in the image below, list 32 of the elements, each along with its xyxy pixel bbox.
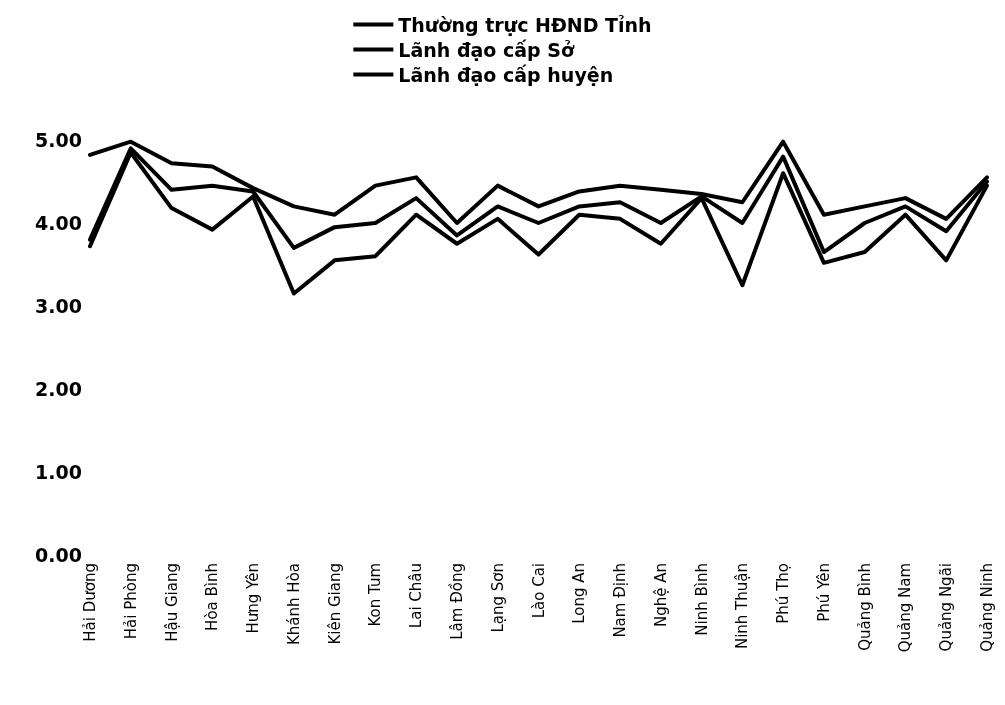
- x-tick-label: Hưng Yên: [244, 563, 263, 634]
- y-tick-label: 1.00: [35, 461, 82, 483]
- x-tick-label: Lạng Sơn: [488, 563, 507, 633]
- y-tick-label: 4.00: [35, 212, 82, 234]
- x-tick-label: Ninh Bình: [692, 563, 711, 636]
- legend-label: Lãnh đạo cấp huyện: [398, 63, 614, 86]
- legend-label: Thường trực HĐND Tỉnh: [398, 13, 652, 36]
- x-tick-label: Kiên Giang: [325, 563, 344, 645]
- x-tick-label: Nghệ An: [651, 563, 670, 628]
- x-tick-label: Quảng Bình: [855, 563, 874, 651]
- x-tick-label: Hậu Giang: [162, 563, 181, 642]
- x-tick-label: Nam Định: [611, 563, 630, 638]
- x-tick-label: Hải Phòng: [121, 563, 140, 640]
- x-tick-label: Quảng Nam: [896, 563, 915, 653]
- x-tick-label: Long An: [570, 563, 589, 624]
- x-tick-label: Kon Tum: [366, 563, 385, 627]
- x-tick-label: Phú Yên: [814, 563, 833, 622]
- x-tick-label: Ninh Thuận: [733, 563, 752, 650]
- x-tick-label: Quảng Ninh: [978, 563, 996, 652]
- y-tick-label: 5.00: [35, 129, 82, 151]
- x-tick-label: Phú Thọ: [774, 563, 793, 624]
- y-tick-label: 2.00: [35, 378, 82, 400]
- x-tick-label: Lai Châu: [407, 563, 426, 629]
- y-tick-label: 0.00: [35, 544, 82, 566]
- x-tick-label: Hải Dương: [81, 563, 99, 642]
- x-tick-label: Khánh Hòa: [284, 563, 303, 645]
- x-tick-label: Lào Cai: [529, 563, 548, 619]
- x-tick-label: Quảng Ngãi: [937, 563, 956, 652]
- legend-label: Lãnh đạo cấp Sở: [398, 38, 576, 61]
- y-tick-label: 3.00: [35, 295, 82, 317]
- x-tick-label: Lâm Đồng: [447, 563, 466, 640]
- x-tick-label: Hòa Bình: [203, 563, 222, 631]
